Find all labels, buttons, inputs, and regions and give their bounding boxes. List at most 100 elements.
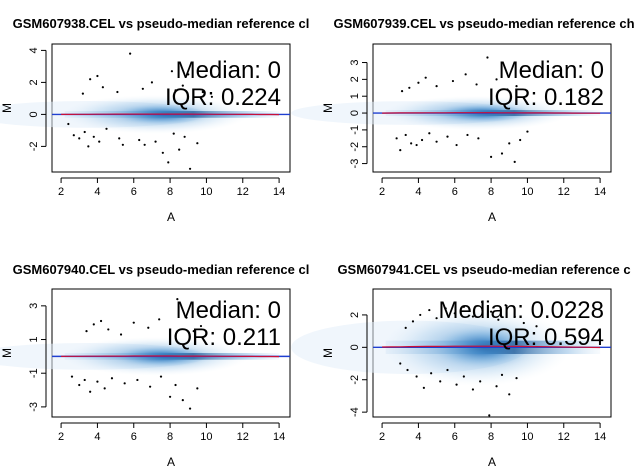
outlier-points — [67, 52, 213, 170]
ma-plot-panel-3: GSM607940.CEL vs pseudo-median reference… — [0, 262, 309, 469]
x-tick-label: 8 — [488, 186, 494, 198]
outlier-point — [464, 73, 467, 76]
outlier-point — [196, 387, 199, 390]
outlier-point — [428, 308, 431, 312]
loess-fit-line — [382, 112, 601, 114]
outlier-point — [119, 333, 123, 336]
outlier-point — [406, 368, 409, 372]
outlier-point — [192, 330, 195, 333]
y-axis-label: M — [321, 103, 335, 113]
x-tick-label: 12 — [237, 431, 249, 443]
outlier-point — [453, 312, 456, 315]
x-tick-label: 6 — [131, 431, 137, 443]
loess-fit-line — [382, 345, 601, 349]
outlier-point — [508, 142, 511, 145]
outlier-point — [419, 313, 422, 317]
outlier-point — [178, 148, 181, 151]
y-tick-label: 4 — [28, 47, 40, 53]
outlier-point — [174, 383, 177, 387]
x-tick-label: 10 — [521, 186, 533, 198]
outlier-point — [471, 388, 475, 391]
iqr-label: IQR: 0.594 — [488, 324, 604, 351]
x-axis-ticks: 2 4 6 8 10 12 14 — [379, 422, 606, 443]
outlier-point — [477, 137, 480, 140]
x-tick-label: 10 — [200, 186, 212, 198]
x-tick-label: 4 — [415, 431, 421, 443]
y-axis-label: M — [0, 348, 14, 358]
x-tick-label: 14 — [594, 431, 606, 443]
outlier-point — [110, 377, 114, 380]
median-label: Median: 0 — [176, 57, 281, 84]
median-label: Median: 0 — [176, 297, 281, 324]
outlier-point — [174, 89, 177, 92]
outlier-point — [150, 81, 154, 84]
y-axis-ticks: -3 -1 1 3 — [28, 303, 47, 412]
loess-fit-line — [61, 113, 280, 116]
x-axis-ticks: 2 4 6 8 10 12 14 — [379, 177, 606, 198]
outlier-point — [411, 320, 415, 323]
outlier-point — [446, 368, 449, 372]
outlier-point — [92, 323, 95, 326]
x-tick-label: 12 — [237, 186, 249, 198]
outlier-point — [519, 138, 522, 142]
outlier-point — [395, 137, 398, 140]
x-tick-label: 4 — [94, 186, 100, 198]
x-tick-label: 2 — [379, 186, 385, 198]
outlier-point — [417, 81, 420, 84]
outlier-point — [83, 378, 86, 382]
outlier-point — [99, 319, 103, 323]
outlier-point — [428, 132, 431, 135]
outlier-point — [404, 133, 407, 137]
outlier-point — [422, 386, 425, 389]
outlier-point — [154, 140, 157, 143]
outlier-point — [181, 399, 184, 402]
outlier-point — [107, 328, 110, 331]
outlier-point — [188, 407, 192, 410]
outlier-point — [183, 135, 186, 138]
y-axis-ticks: -3 -2 -1 0 1 2 3 — [349, 59, 368, 168]
y-tick-label: 3 — [349, 59, 361, 65]
outlier-point — [89, 78, 92, 81]
y-tick-label: -1 — [28, 368, 40, 378]
outlier-point — [400, 90, 404, 93]
outlier-point — [495, 78, 498, 81]
outlier-point — [500, 373, 504, 376]
x-tick-label: 6 — [131, 186, 137, 198]
outlier-point — [167, 161, 170, 164]
outlier-point — [85, 330, 88, 333]
outlier-point — [168, 395, 172, 398]
outlier-point — [508, 393, 511, 396]
outlier-point — [176, 298, 179, 301]
outlier-points — [70, 298, 203, 410]
outlier-point — [78, 137, 81, 140]
ma-plot-panel-1: GSM607938.CEL vs pseudo-median reference… — [0, 16, 309, 224]
outlier-point — [408, 86, 411, 89]
outlier-point — [210, 95, 213, 98]
outlier-point — [87, 145, 90, 148]
panel-title: GSM607940.CEL vs pseudo-median reference… — [13, 262, 310, 277]
outlier-point — [526, 130, 529, 133]
outlier-point — [147, 326, 150, 329]
outlier-point — [136, 378, 139, 382]
outlier-point — [141, 87, 144, 90]
outlier-point — [96, 380, 99, 383]
outlier-point — [451, 79, 455, 83]
outlier-point — [199, 324, 203, 328]
ma-plot-panel-2: GSM607939.CEL vs pseudo-median reference… — [291, 16, 635, 224]
x-tick-label: 4 — [415, 186, 421, 198]
y-tick-label: 2 — [349, 76, 361, 82]
x-tick-label: 6 — [452, 431, 458, 443]
outlier-point — [129, 52, 132, 55]
outlier-point — [480, 300, 484, 304]
outlier-point — [158, 318, 161, 321]
y-tick-label: -2 — [28, 142, 40, 152]
outlier-point — [399, 362, 402, 365]
outlier-point — [103, 387, 106, 390]
outlier-point — [506, 88, 509, 91]
outlier-points — [399, 300, 538, 417]
y-tick-label: 2 — [349, 312, 361, 318]
x-tick-label: 10 — [521, 431, 533, 443]
outlier-point — [116, 90, 119, 94]
x-tick-label: 2 — [58, 431, 64, 443]
outlier-point — [430, 372, 433, 375]
